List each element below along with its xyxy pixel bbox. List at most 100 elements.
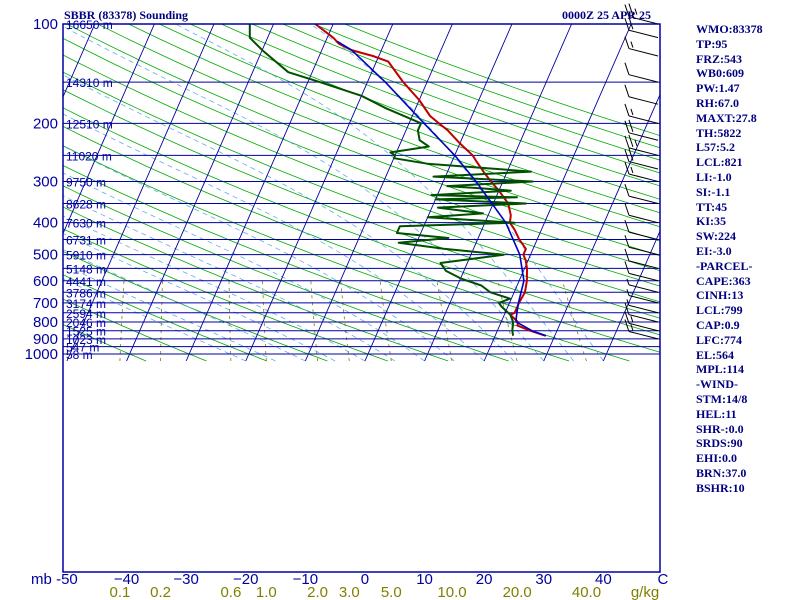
- wind-barb: [624, 183, 659, 205]
- plot-border: [62, 23, 661, 573]
- dry-adiabat: [63, 206, 449, 362]
- wind-barb: [624, 36, 659, 57]
- temperature-tick-label: −20: [233, 571, 258, 588]
- height-label: 4441 m: [66, 275, 106, 289]
- wind-barb: [624, 62, 659, 83]
- pressure-tick-label: 800: [33, 314, 58, 331]
- height-label: 14310 m: [66, 76, 113, 90]
- mixing-ratio-label: 10.0: [437, 584, 466, 600]
- index-item: KI:35: [696, 214, 726, 229]
- dry-adiabat: [63, 274, 268, 362]
- mixing-ratio-label: 40.0: [572, 584, 601, 600]
- index-item: BSHR:10: [696, 480, 745, 495]
- height-label: 547 m: [66, 341, 99, 355]
- moist-adiabat: [63, 172, 425, 362]
- height-label: 3786 m: [66, 286, 106, 300]
- index-item: SRDS:90: [696, 436, 743, 451]
- mixing-ratio-line: [119, 280, 125, 362]
- isotherm: [126, 24, 275, 362]
- height-label: 5148 m: [66, 262, 106, 276]
- height-label: 2046 m: [66, 316, 106, 330]
- pressure-unit-label: mb: [31, 571, 52, 588]
- mixing-ratio-label: 0.6: [220, 584, 241, 600]
- isotherm: [63, 24, 96, 99]
- pressure-tick-label: 600: [33, 273, 58, 290]
- moist-adiabat: [175, 24, 574, 362]
- dry-adiabat: [63, 145, 630, 362]
- dry-adiabat: [97, 24, 660, 242]
- dry-adiabat: [63, 228, 388, 362]
- temperature-tick-label: 20: [476, 571, 493, 588]
- dry-adiabat: [63, 298, 207, 362]
- index-item: TP:95: [696, 36, 728, 51]
- moist-adiabat: [63, 278, 246, 362]
- index-item: EI:-3.0: [696, 243, 732, 258]
- temperature-tick-label: 0: [361, 571, 369, 588]
- index-item: TT:45: [696, 199, 728, 214]
- height-label: 11020 m: [66, 149, 112, 163]
- temperature-tick-label: −40: [114, 571, 139, 588]
- index-item: LFC:774: [696, 332, 742, 347]
- height-label: 16650 m: [66, 18, 113, 32]
- index-item: LI:-1.0: [696, 169, 732, 184]
- height-label: 1023 m: [66, 333, 106, 347]
- temperature-tick-label: 30: [535, 571, 552, 588]
- isotherm: [185, 24, 334, 362]
- index-item: CINH:13: [696, 288, 744, 303]
- wind-barb: [624, 203, 659, 224]
- index-item: LCL:821: [696, 155, 743, 170]
- moist-adiabat: [63, 195, 395, 362]
- index-item: WB0:609: [696, 66, 744, 81]
- index-item: SI:-1.1: [696, 184, 731, 199]
- moist-adiabat: [63, 249, 306, 362]
- index-item: PW:1.47: [696, 81, 740, 96]
- index-item: BRN:37.0: [696, 465, 747, 480]
- temperature-tick-label: 40: [595, 571, 612, 588]
- dewpoint-profile: [248, 24, 534, 336]
- pressure-tick-label: 200: [33, 115, 58, 132]
- mixing-ratio-line: [379, 280, 392, 362]
- chart-title: SBBR (83378) Sounding: [64, 8, 189, 22]
- temperature-tick-label: −30: [173, 571, 198, 588]
- height-label: 8628 m: [66, 198, 106, 212]
- isotherm: [304, 24, 453, 362]
- isotherm: [364, 24, 513, 362]
- wind-barb: [624, 319, 659, 340]
- wind-barb: [624, 302, 659, 323]
- index-item: CAP:0.9: [696, 317, 740, 332]
- mixing-ratio-unit: g/kg: [631, 584, 659, 600]
- isotherm: [66, 24, 215, 362]
- index-item: TH:5822: [696, 125, 742, 140]
- wind-barb: [624, 248, 659, 269]
- height-label: 6731 m: [66, 234, 106, 248]
- moist-adiabat: [63, 264, 276, 362]
- height-label: 58 m: [66, 348, 93, 362]
- pressure-tick-label: 500: [33, 247, 58, 264]
- wind-barb: [624, 103, 659, 124]
- isotherm: [63, 24, 155, 235]
- isotherm: [602, 230, 660, 362]
- index-item: -WIND-: [696, 377, 738, 392]
- height-label: 9750 m: [66, 175, 106, 189]
- height-label: 2594 m: [66, 307, 106, 321]
- mixing-ratio-label: 1.0: [256, 584, 277, 600]
- pressure-tick-label: 700: [33, 295, 58, 312]
- index-item: CAPE:363: [696, 273, 751, 288]
- dry-adiabat: [63, 71, 660, 303]
- wind-barb: [626, 289, 659, 304]
- mixing-ratio-label: 0.2: [150, 584, 171, 600]
- moist-adiabat: [63, 113, 485, 362]
- mixing-ratio-line: [497, 280, 518, 362]
- mixing-ratio-label: 0.1: [109, 584, 130, 600]
- pressure-tick-label: 300: [33, 173, 58, 190]
- index-item: RH:67.0: [696, 95, 739, 110]
- dry-adiabat: [221, 24, 660, 187]
- background-grid: [63, 24, 660, 362]
- dry-adiabat: [63, 107, 660, 336]
- mixing-ratio-line: [436, 280, 453, 362]
- temperature-tick-label: −10: [293, 571, 318, 588]
- height-label: 3174 m: [66, 297, 106, 311]
- index-item: -PARCEL-: [696, 258, 753, 273]
- mixing-ratio-line: [160, 280, 163, 361]
- dry-adiabat: [63, 185, 509, 362]
